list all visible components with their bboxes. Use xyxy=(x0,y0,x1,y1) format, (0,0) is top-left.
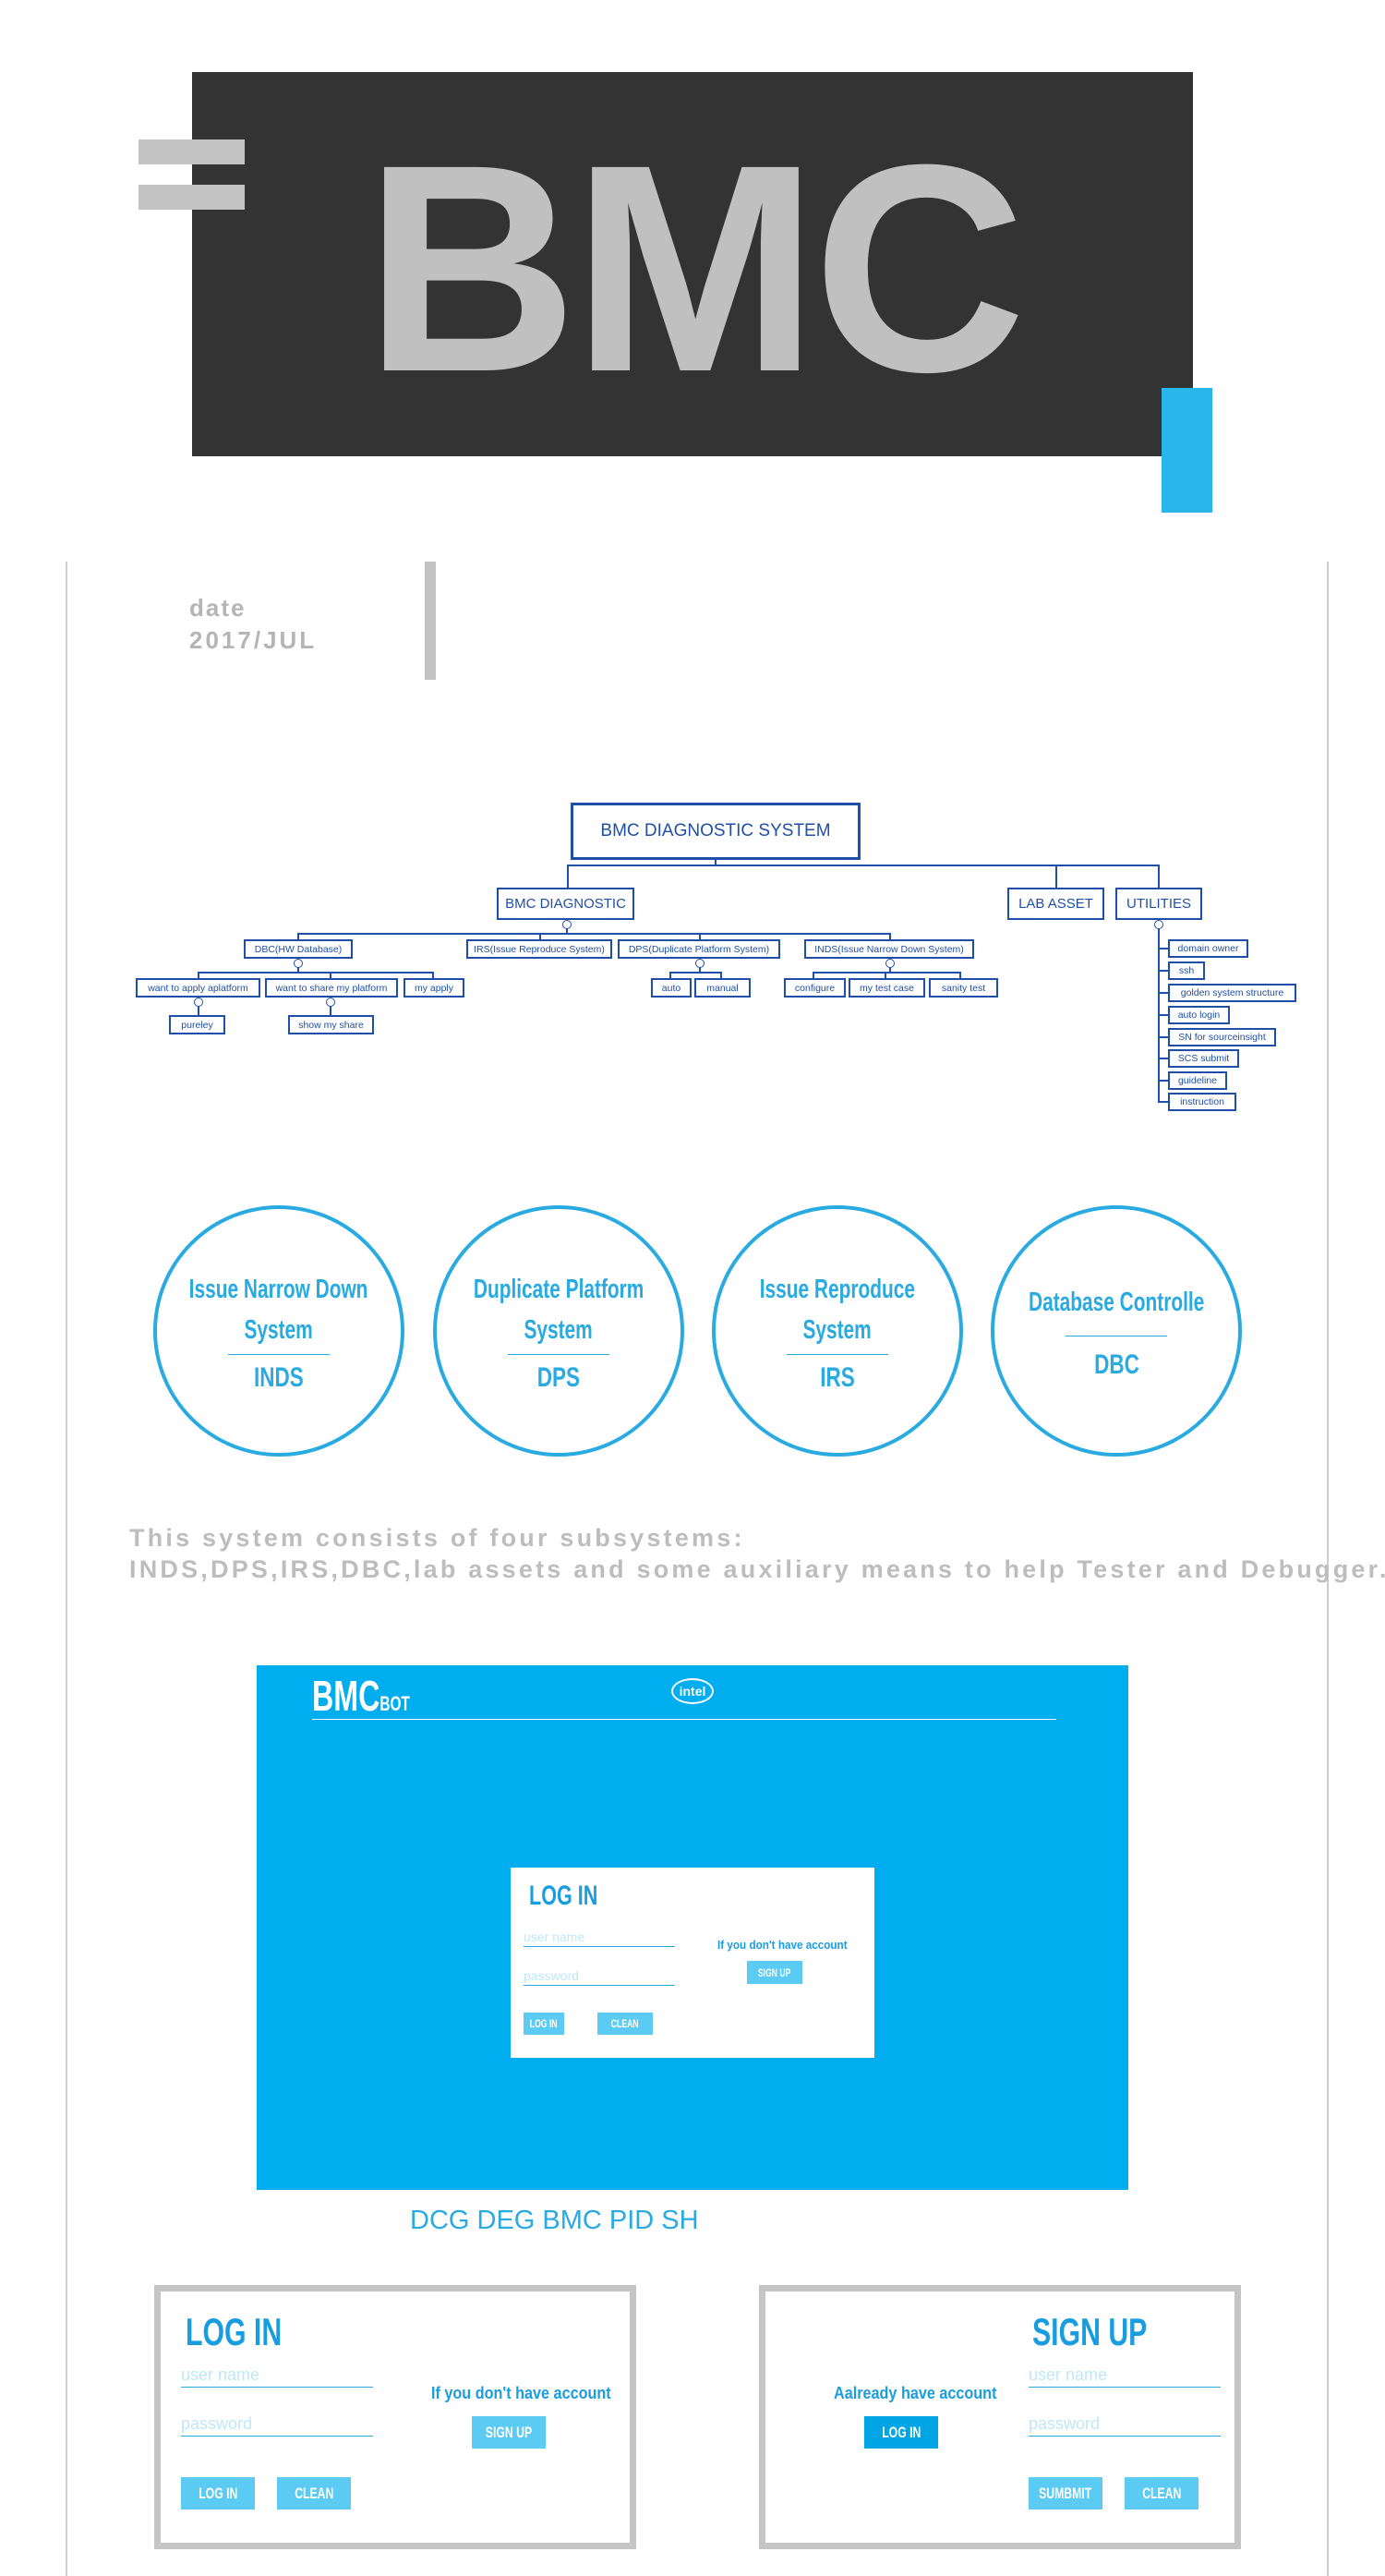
login-card: LOG IN user name password LOG IN CLEAN I… xyxy=(154,2285,636,2549)
subsystem-dbc-title1: Database Controlle xyxy=(1028,1287,1205,1317)
intel-logo-icon: intel xyxy=(671,1678,714,1704)
date-value: 2017/JUL xyxy=(189,626,318,654)
subsystem-inds[interactable]: Issue Narrow Down System INDS xyxy=(153,1205,404,1457)
signup-password-input[interactable]: password xyxy=(1029,2413,1221,2437)
org-lab-asset: LAB ASSET xyxy=(1007,888,1104,920)
signup-have-account-text: Aalready have account xyxy=(834,2384,997,2402)
org-my-test-case: my test case xyxy=(849,978,925,998)
page-frame-left xyxy=(66,562,67,2576)
signup-username-input[interactable]: user name xyxy=(1029,2364,1221,2388)
subsystem-dps-title2: System xyxy=(524,1314,594,1345)
menu-icon-bar-bottom[interactable] xyxy=(138,185,245,210)
date-divider xyxy=(425,562,436,680)
org-util-ssh: ssh xyxy=(1168,961,1205,980)
subsystem-irs[interactable]: Issue Reproduce System IRS xyxy=(712,1205,963,1457)
app-login-panel: LOG IN user name password LOG IN CLEAN I… xyxy=(511,1868,874,2058)
login-card-title: LOG IN xyxy=(186,2310,283,2353)
hero-banner: BMC xyxy=(192,72,1193,456)
app-signup-button[interactable]: SIGN UP xyxy=(747,1961,802,1984)
app-logo: BMCBOT xyxy=(312,1672,410,1720)
subsystem-inds-title1: Issue Narrow Down xyxy=(189,1274,368,1304)
signup-submit-button[interactable]: SUMBMIT xyxy=(1029,2477,1102,2509)
login-signup-button[interactable]: SIGN UP xyxy=(472,2416,546,2449)
org-chart: BMC DIAGNOSTIC SYSTEM BMC DIAGNOSTIC LAB… xyxy=(0,0,1385,1127)
org-manual: manual xyxy=(694,978,751,998)
org-util-domain-owner: domain owner xyxy=(1168,939,1248,958)
org-util-sn-sourceinsight: SN for sourceinsight xyxy=(1168,1028,1276,1046)
subsystem-dps[interactable]: Duplicate Platform System DPS xyxy=(433,1205,684,1457)
org-inds: INDS(Issue Narrow Down System) xyxy=(804,939,974,959)
org-apply-platform: want to apply aplatform xyxy=(136,978,260,998)
signup-clean-button[interactable]: CLEAN xyxy=(1125,2477,1198,2509)
subsystem-inds-title2: System xyxy=(244,1314,314,1345)
org-pureley: pureley xyxy=(169,1015,225,1034)
menu-icon-bar-top[interactable] xyxy=(138,139,245,164)
app-username-input[interactable]: user name xyxy=(524,1927,675,1947)
description-line1: This system consists of four subsystems: xyxy=(129,1524,745,1552)
app-no-account-text: If you don't have account xyxy=(717,1938,848,1952)
subsystem-irs-title2: System xyxy=(802,1314,873,1345)
org-dbc: DBC(HW Database) xyxy=(244,939,353,959)
signup-login-button[interactable]: LOG IN xyxy=(864,2416,938,2449)
hero-title: BMC xyxy=(364,103,1027,433)
subsystem-dps-title1: Duplicate Platform xyxy=(473,1274,644,1304)
login-clean-button[interactable]: CLEAN xyxy=(277,2477,351,2509)
app-mockup: BMCBOT intel LOG IN user name password L… xyxy=(257,1665,1128,2190)
subsystem-inds-abbr: INDS xyxy=(254,1361,304,1393)
org-utilities: UTILITIES xyxy=(1115,888,1202,920)
description-line2: INDS,DPS,IRS,DBC,lab assets and some aux… xyxy=(129,1555,1385,1583)
app-clean-button[interactable]: CLEAN xyxy=(597,2013,653,2035)
date-label: date xyxy=(189,594,247,622)
login-password-input[interactable]: password xyxy=(181,2413,373,2437)
org-root: BMC DIAGNOSTIC SYSTEM xyxy=(571,803,861,860)
signup-card-title: SIGN UP xyxy=(1032,2310,1148,2353)
login-button[interactable]: LOG IN xyxy=(181,2477,255,2509)
app-header-divider xyxy=(312,1719,1056,1720)
org-irs: IRS(Issue Reproduce System) xyxy=(466,939,612,959)
app-login-title: LOG IN xyxy=(529,1881,598,1911)
app-login-button[interactable]: LOG IN xyxy=(524,2013,564,2035)
accent-block xyxy=(1162,388,1212,513)
org-util-guideline: guideline xyxy=(1168,1071,1227,1090)
subsystem-dbc-abbr: DBC xyxy=(1093,1348,1139,1380)
login-username-input[interactable]: user name xyxy=(181,2364,373,2388)
org-bmc-diagnostic: BMC DIAGNOSTIC xyxy=(497,888,634,920)
org-sanity-test: sanity test xyxy=(929,978,998,998)
org-dps: DPS(Duplicate Platform System) xyxy=(618,939,780,959)
caption: DCG DEG BMC PID SH xyxy=(410,2206,699,2235)
app-password-input[interactable]: password xyxy=(524,1965,675,1986)
subsystem-dps-abbr: DPS xyxy=(536,1361,581,1393)
org-show-my-share: show my share xyxy=(288,1015,374,1034)
org-auto: auto xyxy=(651,978,692,998)
subsystem-irs-abbr: IRS xyxy=(820,1361,855,1393)
org-util-golden-system: golden system structure xyxy=(1168,984,1296,1002)
subsystem-irs-title1: Issue Reproduce xyxy=(759,1274,916,1304)
page-frame-right xyxy=(1327,562,1329,2576)
login-no-account-text: If you don't have account xyxy=(431,2384,611,2402)
subsystem-dbc[interactable]: Database Controlle DBC xyxy=(991,1205,1242,1457)
signup-card: SIGN UP Aalready have account LOG IN use… xyxy=(759,2285,1241,2549)
org-configure: configure xyxy=(784,978,846,998)
org-util-instruction: instruction xyxy=(1168,1093,1236,1111)
org-util-scs-submit: SCS submit xyxy=(1168,1049,1239,1068)
org-share-platform: want to share my platform xyxy=(265,978,398,998)
org-my-apply: my apply xyxy=(403,978,464,998)
org-util-auto-login: auto login xyxy=(1168,1006,1230,1024)
